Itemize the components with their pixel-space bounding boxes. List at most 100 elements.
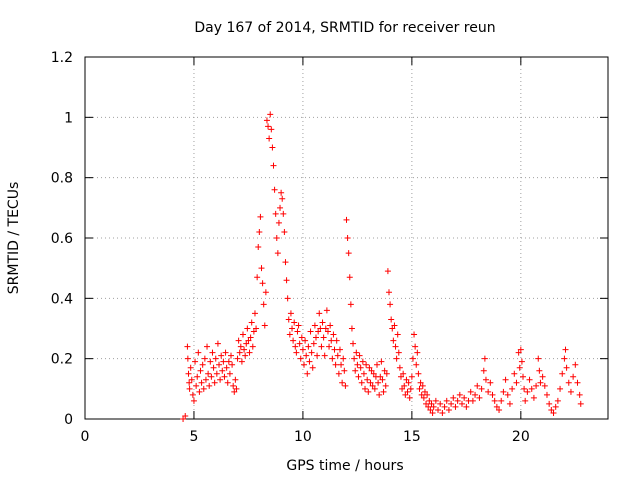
data-point bbox=[246, 349, 253, 356]
data-point bbox=[340, 355, 347, 362]
data-point bbox=[330, 331, 337, 338]
data-point bbox=[332, 361, 339, 368]
data-point bbox=[359, 358, 366, 365]
data-point bbox=[268, 126, 275, 133]
data-point bbox=[428, 400, 435, 407]
data-point bbox=[407, 385, 414, 392]
data-point bbox=[506, 400, 513, 407]
data-point bbox=[524, 388, 531, 395]
data-point bbox=[530, 394, 537, 401]
data-point bbox=[286, 331, 293, 338]
data-point bbox=[242, 352, 249, 359]
data-point bbox=[334, 352, 341, 359]
data-point bbox=[413, 361, 420, 368]
data-point bbox=[180, 416, 187, 422]
data-point bbox=[306, 358, 313, 365]
data-point bbox=[296, 340, 303, 347]
data-point bbox=[318, 343, 325, 350]
data-point bbox=[368, 367, 375, 374]
data-point bbox=[186, 385, 193, 392]
data-point bbox=[513, 379, 520, 386]
data-point bbox=[272, 210, 279, 217]
x-tick-label: 5 bbox=[189, 429, 198, 445]
data-point bbox=[200, 385, 207, 392]
data-point bbox=[481, 355, 488, 362]
data-point bbox=[420, 394, 427, 401]
data-point bbox=[292, 343, 299, 350]
data-point bbox=[316, 310, 323, 317]
data-point bbox=[522, 397, 529, 404]
data-point bbox=[384, 268, 391, 275]
data-point bbox=[231, 388, 238, 395]
data-point bbox=[221, 373, 228, 380]
data-point bbox=[335, 370, 342, 377]
data-point bbox=[380, 388, 387, 395]
x-tick-label: 0 bbox=[81, 429, 90, 445]
data-point bbox=[277, 204, 284, 211]
data-point bbox=[536, 367, 543, 374]
data-point bbox=[476, 394, 483, 401]
data-point bbox=[204, 343, 211, 350]
data-point bbox=[463, 403, 470, 410]
data-point bbox=[574, 379, 581, 386]
data-point bbox=[256, 228, 263, 235]
data-point bbox=[351, 355, 358, 362]
data-point bbox=[245, 337, 252, 344]
data-point bbox=[297, 355, 304, 362]
data-point bbox=[324, 328, 331, 335]
data-point bbox=[393, 355, 400, 362]
data-point bbox=[321, 352, 328, 359]
data-point bbox=[423, 400, 430, 407]
data-point bbox=[278, 189, 285, 196]
data-point bbox=[342, 382, 349, 389]
data-point bbox=[520, 373, 527, 380]
data-point bbox=[352, 367, 359, 374]
data-point bbox=[310, 340, 317, 347]
data-point bbox=[216, 361, 223, 368]
data-point bbox=[258, 265, 265, 272]
data-point bbox=[546, 400, 553, 407]
data-point bbox=[241, 346, 248, 353]
data-point bbox=[354, 361, 361, 368]
data-point bbox=[237, 343, 244, 350]
data-point bbox=[418, 391, 425, 398]
data-point bbox=[217, 376, 224, 383]
data-point bbox=[250, 328, 257, 335]
data-point bbox=[298, 334, 305, 341]
data-point bbox=[238, 358, 245, 365]
y-tick-label: 0.4 bbox=[51, 291, 73, 307]
data-point bbox=[439, 409, 446, 416]
data-point bbox=[543, 391, 550, 398]
data-point bbox=[491, 397, 498, 404]
data-point bbox=[309, 364, 316, 371]
data-point bbox=[526, 376, 533, 383]
data-point bbox=[381, 367, 388, 374]
data-point bbox=[322, 325, 329, 332]
data-point bbox=[209, 349, 216, 356]
x-tick-label: 20 bbox=[512, 429, 530, 445]
data-point bbox=[409, 355, 416, 362]
data-point bbox=[308, 349, 315, 356]
data-point bbox=[528, 385, 535, 392]
data-point bbox=[399, 385, 406, 392]
data-point bbox=[343, 216, 350, 223]
data-point bbox=[517, 346, 524, 353]
data-point bbox=[263, 117, 270, 124]
data-point bbox=[391, 322, 398, 329]
data-point bbox=[572, 361, 579, 368]
data-point bbox=[219, 367, 226, 374]
data-point bbox=[485, 388, 492, 395]
data-point bbox=[424, 391, 431, 398]
data-point bbox=[307, 328, 314, 335]
data-point bbox=[557, 385, 564, 392]
data-point bbox=[509, 385, 516, 392]
data-point bbox=[287, 310, 294, 317]
data-point bbox=[469, 397, 476, 404]
data-point bbox=[394, 331, 401, 338]
data-point bbox=[223, 364, 230, 371]
data-point bbox=[311, 322, 318, 329]
data-point bbox=[279, 195, 286, 202]
data-point bbox=[541, 382, 548, 389]
data-point bbox=[493, 403, 500, 410]
data-point bbox=[213, 370, 220, 377]
